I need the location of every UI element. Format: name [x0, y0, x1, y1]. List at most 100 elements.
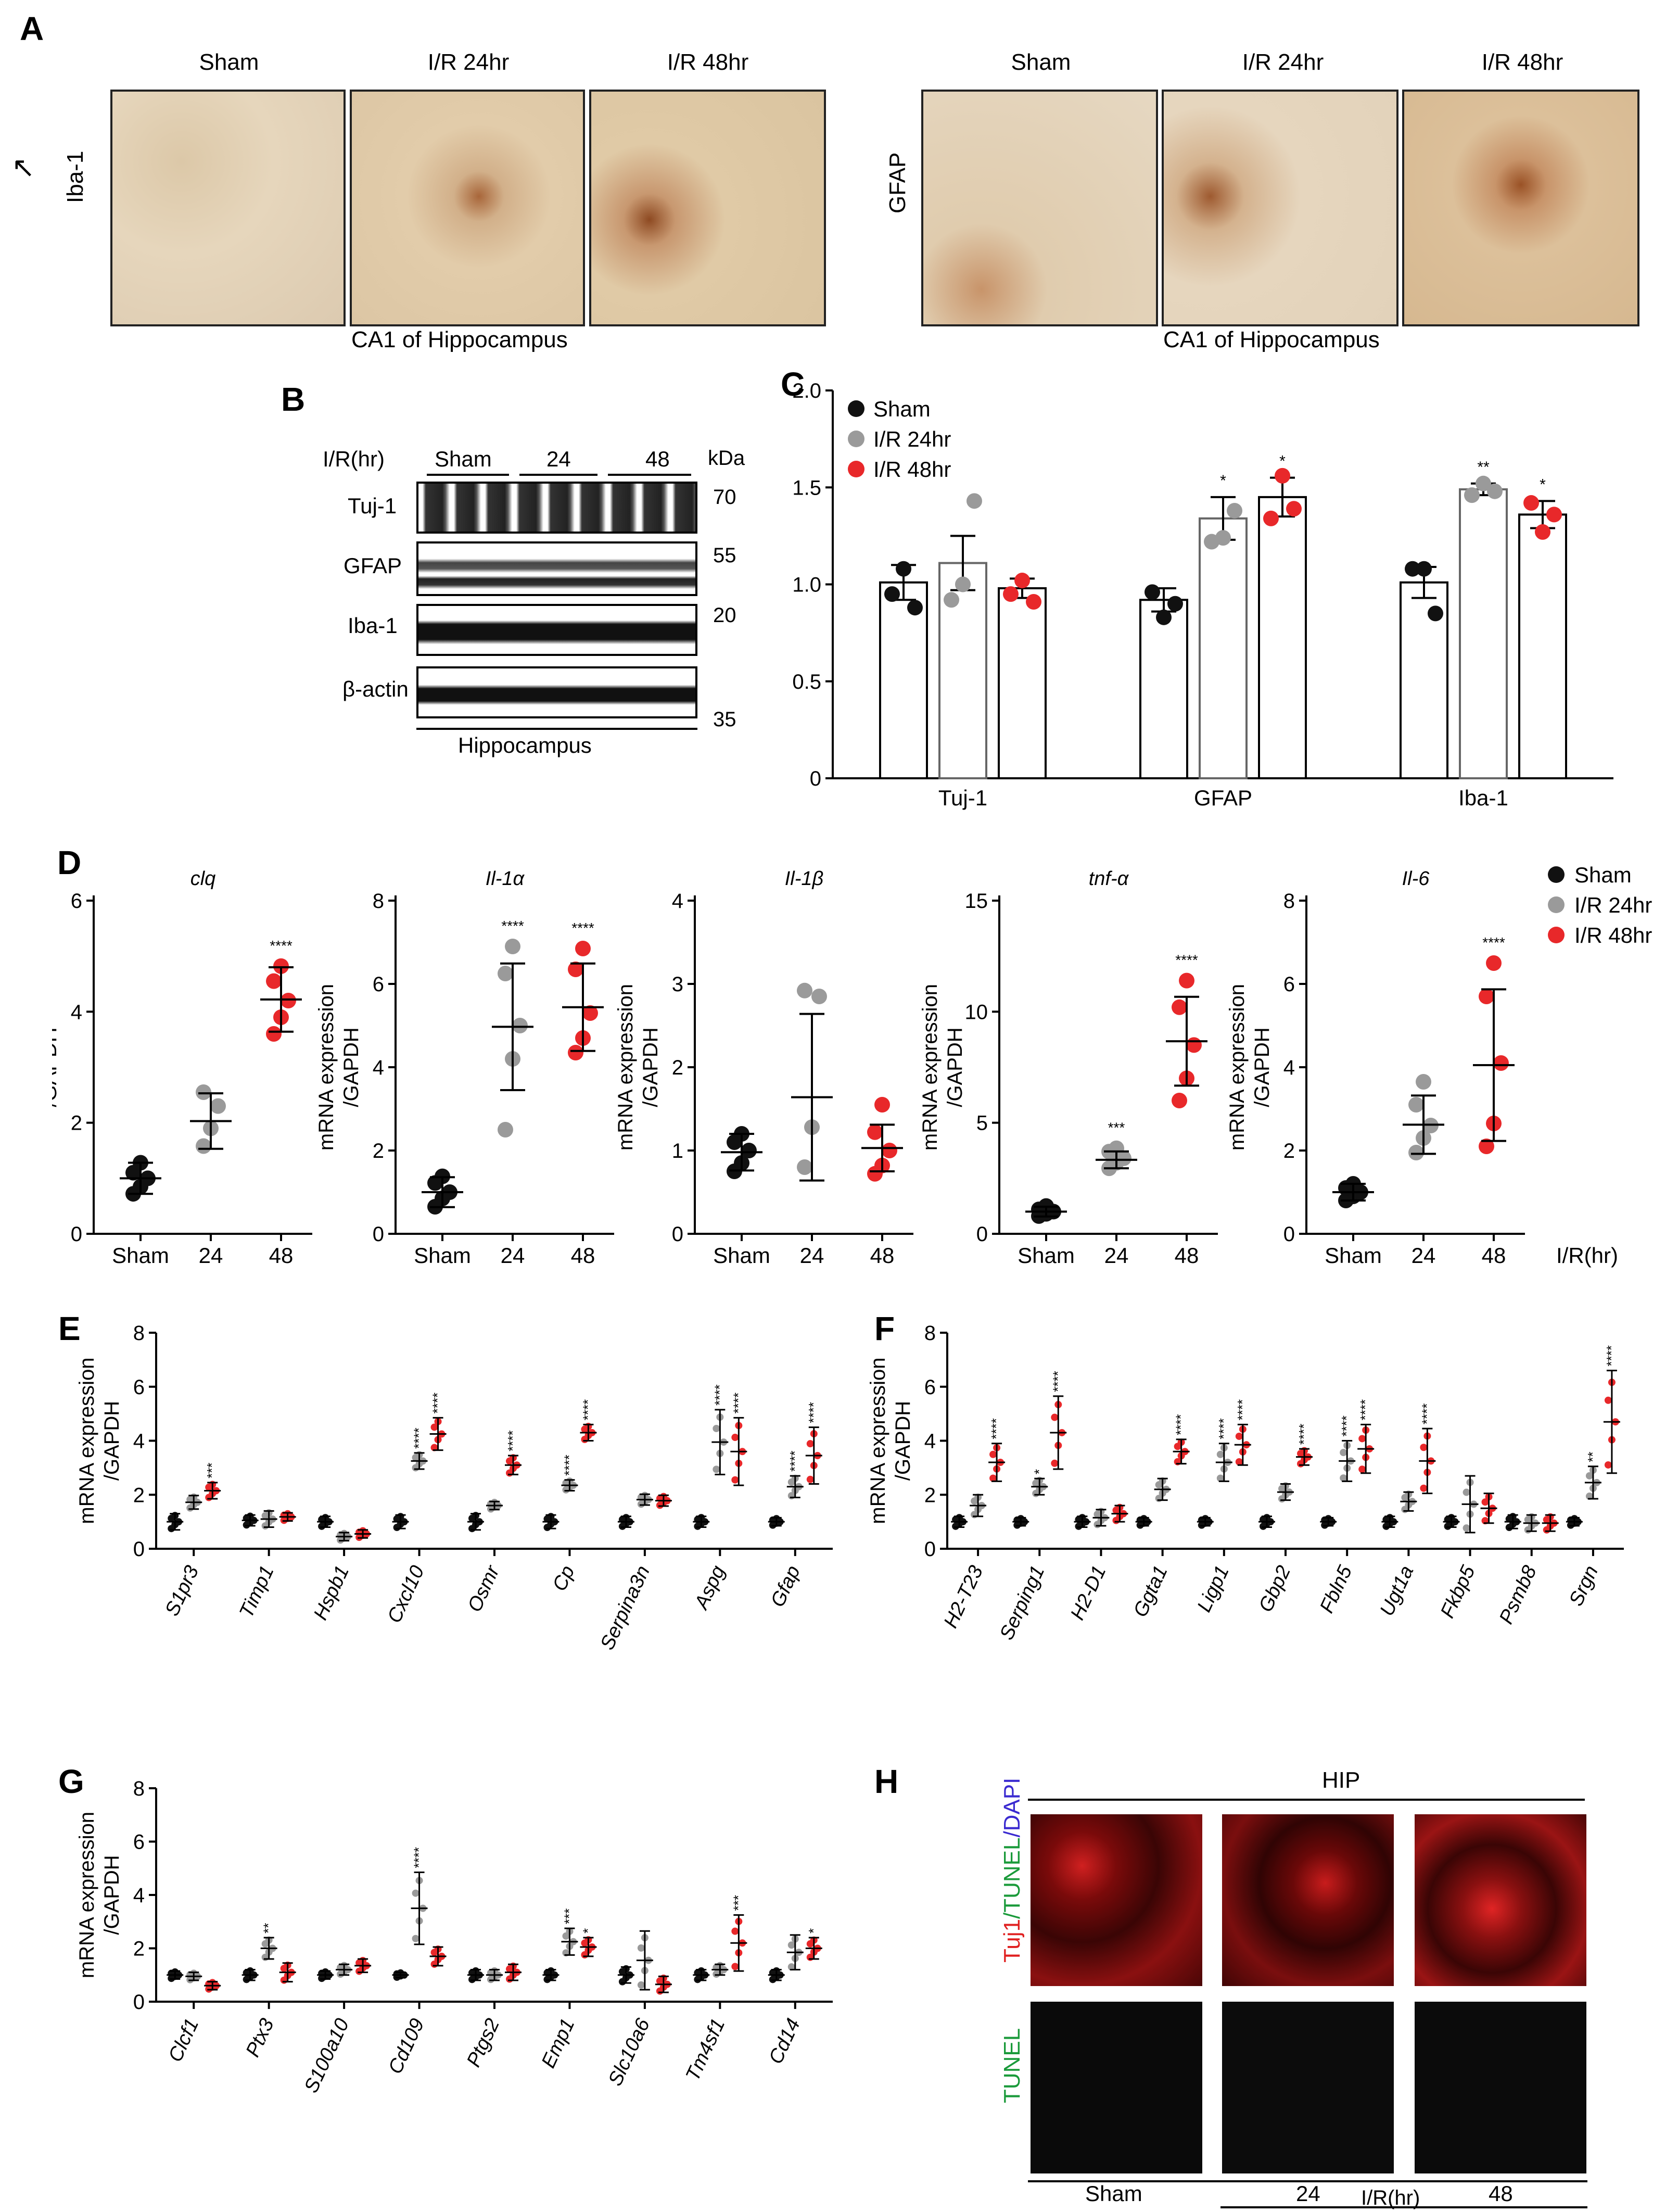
stain-label-iba1: Iba-1 — [62, 150, 88, 203]
column-label: Sham — [1085, 2181, 1142, 2206]
y-label-line: /GAPDH — [892, 1401, 914, 1481]
y-tick-label: 8 — [133, 1322, 145, 1345]
data-point — [1014, 573, 1030, 589]
significance-label: **** — [787, 1450, 803, 1471]
chart-e: mRNA expression/GAPDH 0 2 4 6 8 S1pr3 *** Timp1 H… — [75, 1322, 833, 1653]
x-tick-label: Sham — [414, 1243, 471, 1268]
data-point — [1051, 1413, 1059, 1421]
data-point — [1481, 1498, 1489, 1506]
y-tick-label: 6 — [71, 890, 82, 913]
data-point — [1604, 1396, 1612, 1404]
data-point — [797, 1159, 812, 1175]
legend-entry: I/R 24hr — [1574, 893, 1652, 917]
panel-label-b: B — [281, 381, 306, 418]
y-tick-label: 1.5 — [792, 476, 821, 499]
gene-label: Cd109 — [384, 2015, 428, 2077]
legend-entry: Sham — [873, 397, 931, 421]
data-point — [731, 1434, 739, 1442]
bar — [1199, 517, 1248, 779]
col-header: Sham — [1011, 49, 1071, 75]
fluorescence-image — [1031, 1814, 1202, 1986]
x-tick-label: 48 — [1175, 1243, 1199, 1268]
y-tick-label: 2 — [924, 1484, 936, 1507]
significance-label: **** — [1050, 1371, 1065, 1392]
data-point — [1358, 1435, 1366, 1443]
caption: CA1 of Hippocampus — [1163, 327, 1380, 352]
data-point — [1235, 1458, 1243, 1465]
significance-label: **** — [730, 1393, 746, 1413]
significance-label: **** — [1173, 1414, 1189, 1435]
significance-label: **** — [1175, 952, 1198, 968]
y-tick-label: 0 — [1283, 1223, 1295, 1246]
data-point — [430, 1423, 438, 1431]
legend-entry: Sham — [1574, 863, 1632, 887]
data-point — [989, 1474, 997, 1482]
data-point — [1172, 999, 1187, 1015]
data-point — [1463, 1524, 1470, 1532]
data-point — [797, 982, 812, 998]
data-point — [1479, 989, 1494, 1004]
gene-label: Clcf1 — [164, 2015, 204, 2065]
y-tick-label: 4 — [672, 890, 683, 913]
gene-label: Psmb8 — [1495, 1562, 1541, 1627]
significance-label: **** — [806, 1402, 821, 1423]
y-tick-label: 0 — [133, 1991, 145, 2014]
significance-label: **** — [1216, 1418, 1231, 1439]
data-point — [1215, 530, 1231, 546]
kda-marker: 35 — [713, 708, 736, 731]
y-tick-label: 8 — [924, 1322, 936, 1345]
data-point — [989, 1450, 997, 1458]
gene-label: Gbp2 — [1255, 1562, 1295, 1615]
y-label-line: mRNA expression — [75, 1357, 98, 1524]
column-label: 24 — [1296, 2181, 1320, 2206]
y-tick-label: 1 — [672, 1140, 683, 1162]
significance-label: **** — [270, 938, 293, 954]
y-tick-label: 0 — [71, 1223, 82, 1246]
significance-label: *** — [1108, 1120, 1125, 1136]
y-tick-label: 2 — [373, 1140, 384, 1162]
col-header: I/R 48hr — [1481, 49, 1563, 75]
x-tick-label: 48 — [571, 1243, 595, 1268]
group-line — [608, 474, 691, 476]
bar — [1518, 513, 1567, 779]
data-point — [1003, 586, 1019, 602]
data-point — [1340, 1474, 1347, 1482]
y-tick-label: 2 — [133, 1484, 145, 1507]
y-tick-label: 0.5 — [792, 671, 821, 693]
y-label-line: mRNA expression — [1226, 984, 1249, 1151]
y-tick-label: 4 — [133, 1430, 145, 1453]
x-tick-label: 24 — [800, 1243, 824, 1268]
data-point — [498, 966, 513, 981]
blot-group: 48 — [645, 447, 670, 471]
fluorescence-image — [1222, 2002, 1394, 2173]
y-label-line: /GAPDH — [944, 1027, 967, 1107]
blot-strip — [416, 541, 697, 596]
y-label-line: mRNA expression — [614, 984, 637, 1151]
legend-entry: I/R 48hr — [1574, 923, 1652, 947]
data-point — [1546, 507, 1562, 523]
col-header: I/R 24hr — [427, 49, 510, 75]
micrograph — [1162, 90, 1398, 326]
x-tick-label: 48 — [870, 1243, 895, 1268]
blot-strip — [416, 666, 697, 718]
x-tick-label: Sham — [1325, 1243, 1382, 1268]
significance-label: ** — [1585, 1452, 1600, 1462]
data-point — [266, 1026, 282, 1042]
legend-marker — [1548, 927, 1565, 943]
gene-label: Ligp1 — [1193, 1562, 1234, 1615]
gene-label: H2-T23 — [940, 1562, 988, 1632]
data-point — [1216, 1474, 1224, 1482]
y-tick-label: 0 — [373, 1223, 384, 1246]
data-point — [1420, 1444, 1428, 1451]
significance-label: *** — [561, 1908, 577, 1924]
y-tick-label: 0 — [133, 1538, 145, 1561]
y-axis-label: mRNA expression/GAPDH — [867, 1357, 914, 1524]
gene-label: H2-D1 — [1066, 1562, 1110, 1623]
group-line — [519, 474, 597, 476]
micrograph — [589, 90, 826, 326]
y-axis-label: mRNA expression/GAPDH — [315, 984, 363, 1151]
data-point — [787, 1941, 795, 1949]
y-tick-label: 6 — [133, 1376, 145, 1399]
y-tick-label: 6 — [924, 1376, 936, 1399]
label-tunel: TUNEL — [999, 1837, 1025, 1913]
